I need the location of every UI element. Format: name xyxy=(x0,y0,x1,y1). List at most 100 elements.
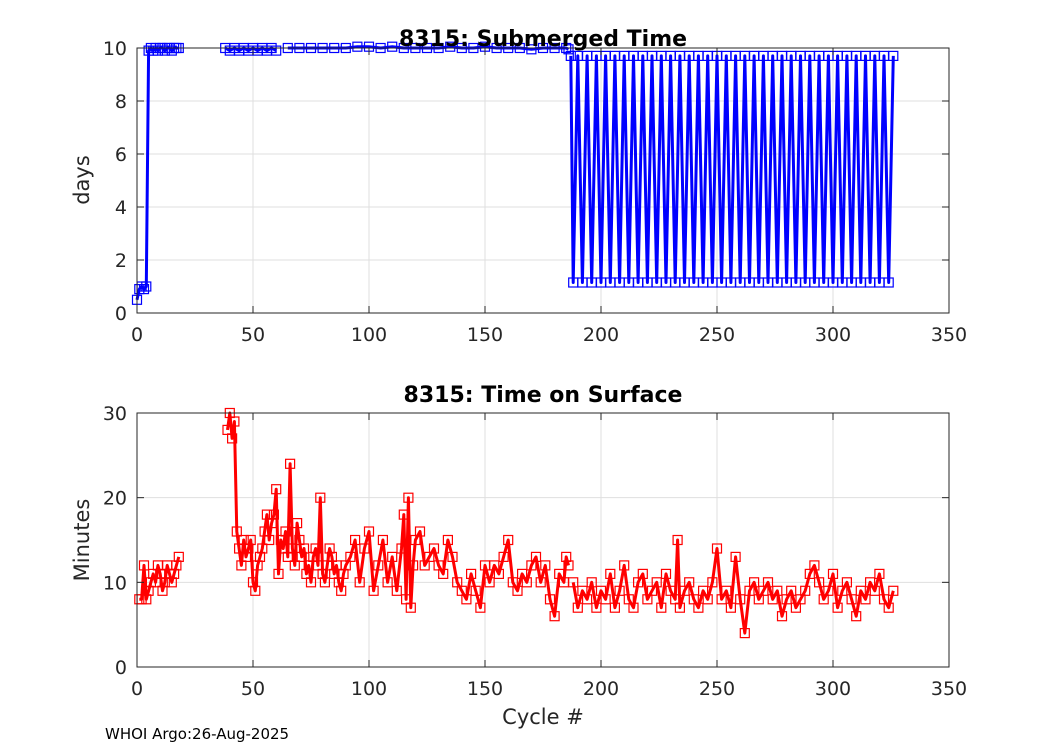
data-point-surface xyxy=(268,509,279,520)
data-point-surface xyxy=(568,577,579,588)
data-point-surface xyxy=(823,585,834,596)
data-point-surface xyxy=(350,534,361,546)
axes-box-submerged xyxy=(136,47,950,314)
y-tick-label: 30 xyxy=(103,403,127,425)
y-tick-label: 8 xyxy=(115,91,127,113)
data-point-surface xyxy=(707,577,718,588)
data-point-submerged xyxy=(526,44,537,55)
data-point-surface xyxy=(447,551,458,563)
data-point-surface xyxy=(883,602,894,613)
data-point-surface xyxy=(257,543,268,554)
data-point-surface xyxy=(227,433,238,444)
data-point-surface xyxy=(748,577,760,588)
data-point-surface xyxy=(466,568,477,580)
data-point-surface xyxy=(832,602,843,613)
data-point-surface xyxy=(600,594,611,605)
footer-credit: WHOI Argo:26-Aug-2025 xyxy=(105,725,290,743)
data-point-surface xyxy=(721,585,732,596)
data-point-surface xyxy=(762,577,774,588)
data-point-surface xyxy=(408,560,419,571)
data-point-surface xyxy=(315,492,326,503)
data-point-surface xyxy=(841,577,853,588)
data-point-surface xyxy=(540,560,551,571)
data-point-surface xyxy=(387,551,398,563)
data-point-submerged xyxy=(352,41,363,52)
data-point-surface xyxy=(530,551,542,563)
data-point-surface xyxy=(586,577,597,588)
x-tick-label: 350 xyxy=(931,324,967,346)
data-point-surface xyxy=(271,484,282,495)
data-point-surface xyxy=(428,543,440,554)
data-point-surface xyxy=(493,568,504,580)
data-point-surface xyxy=(684,577,695,588)
series-line-submerged xyxy=(569,54,895,284)
data-point-surface xyxy=(363,526,375,537)
data-point-surface xyxy=(772,585,783,596)
data-point-surface xyxy=(373,560,384,571)
data-point-surface xyxy=(846,594,857,605)
y-tick-label: 20 xyxy=(103,488,127,510)
axes-box-surface xyxy=(136,412,950,668)
data-point-surface xyxy=(368,585,379,596)
x-tick-label: 200 xyxy=(583,678,619,700)
data-point-surface xyxy=(280,526,291,537)
data-point-surface xyxy=(285,458,296,469)
y-axis-label-surface: Minutes xyxy=(70,499,94,582)
data-point-surface xyxy=(403,492,414,503)
y-tick-label: 2 xyxy=(115,250,127,272)
data-point-surface xyxy=(166,577,177,588)
y-tick-label: 0 xyxy=(115,657,127,679)
data-point-surface xyxy=(382,577,393,588)
data-point-surface xyxy=(336,585,347,596)
x-axis-label-surface: Cycle # xyxy=(502,705,584,729)
data-point-submerged xyxy=(387,41,398,52)
data-point-surface xyxy=(442,534,453,546)
data-point-surface xyxy=(398,509,409,520)
data-point-surface xyxy=(581,594,593,605)
axes-submerged-time: 0 50 100 150 200 250 300 350 0 2 4 6 8 10 8315: Subme… xyxy=(70,27,967,346)
data-point-surface xyxy=(735,594,746,605)
data-point-surface xyxy=(138,560,150,571)
data-point-surface xyxy=(414,526,426,537)
x-tick-label: 100 xyxy=(351,324,387,346)
x-tick-label: 300 xyxy=(815,324,851,346)
plot-area-surface xyxy=(137,413,949,667)
data-point-surface xyxy=(503,534,514,546)
data-point-surface xyxy=(702,594,713,605)
y-axis-label-submerged: days xyxy=(70,155,94,205)
data-point-submerged xyxy=(445,41,456,52)
data-point-surface xyxy=(484,577,495,588)
data-point-surface xyxy=(231,526,242,537)
data-point-surface xyxy=(298,543,310,554)
data-point-surface xyxy=(651,577,662,588)
data-point-surface xyxy=(851,611,862,622)
data-point-submerged xyxy=(888,50,899,62)
data-point-submerged xyxy=(565,50,576,62)
y-tick-label: 4 xyxy=(115,197,127,219)
x-tick-label: 0 xyxy=(131,678,143,700)
data-point-surface xyxy=(521,577,532,588)
data-point-surface xyxy=(292,517,303,529)
data-point-surface xyxy=(310,543,321,554)
chart-title-submerged: 8315: Submerged Time xyxy=(399,27,687,52)
x-tick-label: 100 xyxy=(351,678,387,700)
x-tick-label: 250 xyxy=(699,324,735,346)
x-tick-label: 350 xyxy=(931,678,967,700)
data-point-surface xyxy=(354,577,365,588)
data-point-surface xyxy=(628,602,639,613)
data-point-surface xyxy=(273,568,284,580)
data-point-surface xyxy=(672,534,683,546)
data-point-surface xyxy=(730,551,741,563)
data-point-surface xyxy=(264,534,275,546)
data-point-surface xyxy=(549,611,560,622)
x-tick-label: 50 xyxy=(241,324,265,346)
data-point-surface xyxy=(319,577,330,588)
data-point-surface xyxy=(827,568,839,580)
data-point-surface xyxy=(461,594,472,605)
series-submerged-time xyxy=(131,41,899,305)
x-tick-label: 250 xyxy=(699,678,735,700)
data-point-surface xyxy=(614,585,625,596)
data-point-surface xyxy=(809,560,820,571)
data-point-surface xyxy=(572,602,583,613)
data-point-surface xyxy=(739,627,750,639)
